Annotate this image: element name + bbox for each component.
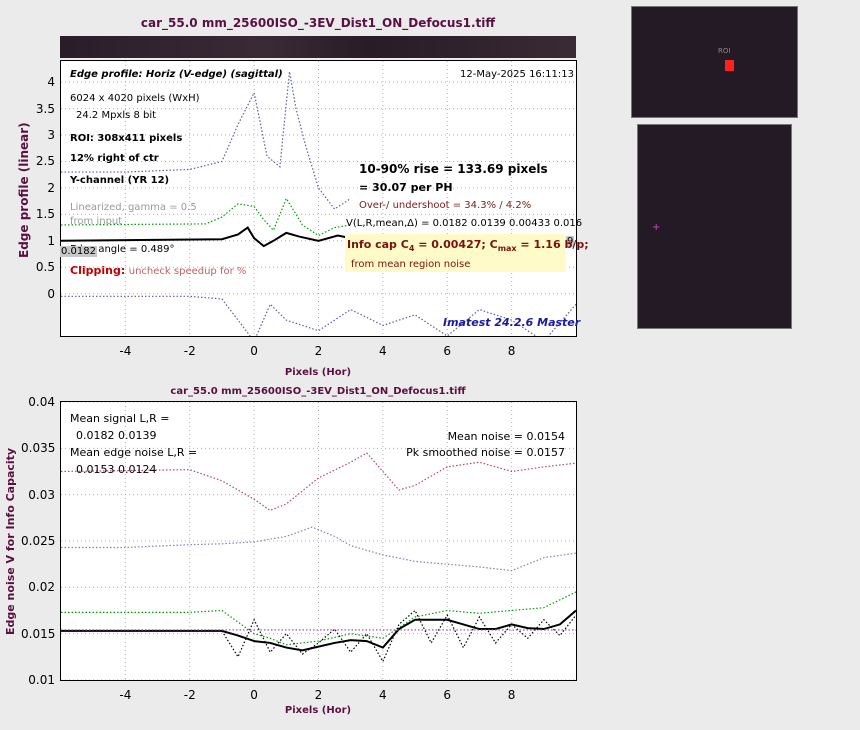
rise-distance: 10-90% rise = 133.69 pixels <box>359 162 548 176</box>
series-line-0 <box>61 452 576 512</box>
mean-noise: Mean noise = 0.0154 <box>447 430 565 443</box>
image-size: 6024 x 4020 pixels (WxH) <box>70 93 200 104</box>
mean-signal-label: Mean signal L,R = <box>70 412 170 425</box>
x-tick-label: 4 <box>379 688 387 702</box>
series-line-1 <box>61 526 576 572</box>
info-capacity-box <box>345 234 566 272</box>
y-tick-label: 0.015 <box>21 626 56 641</box>
x-tick-label: -4 <box>119 344 132 358</box>
y-tick-label: 0.035 <box>21 441 56 456</box>
x-tick-label: 2 <box>314 344 323 358</box>
overshoot: Over-/ undershoot = 34.3% / 4.2% <box>359 200 532 211</box>
bottom-x-axis-label: Pixels (Hor) <box>284 705 352 716</box>
x-tick-label: -2 <box>183 688 196 702</box>
linearized-note: Linearized, gamma = 0.5 <box>70 202 197 213</box>
y-tick-label: 0.04 <box>28 395 55 409</box>
image-thumbnail[interactable]: ROI <box>631 6 798 118</box>
series-line-2 <box>61 591 576 646</box>
y-tick-label: 2.5 <box>35 154 55 169</box>
y-tick-label: 0.01 <box>28 673 55 687</box>
x-tick-label: 0 <box>250 688 258 702</box>
x-tick-label: 6 <box>443 688 452 702</box>
y-tick-label: 4 <box>47 75 55 90</box>
y-tick-label: 0 <box>47 286 55 301</box>
roi-position: 12% right of ctr <box>70 153 159 164</box>
x-tick-label: 2 <box>314 688 323 702</box>
bottom-chart-title: car_55.0 mm_25600ISO_-3EV_Dist1_ON_Defoc… <box>170 386 466 397</box>
infocap-sub2: max <box>497 244 517 254</box>
top-chart-title: car_55.0 mm_25600ISO_-3EV_Dist1_ON_Defoc… <box>140 16 496 30</box>
y-tick-label: 3 <box>47 128 55 143</box>
y-tick-label: 2 <box>47 180 55 195</box>
mean-edge-noise-label: Mean edge noise L,R = <box>70 446 198 459</box>
pk-smoothed-noise: Pk smoothed noise = 0.0157 <box>406 446 565 459</box>
region-noise-note: from mean region noise <box>351 259 471 270</box>
x-tick-label: 8 <box>507 344 516 358</box>
mean-signal-values: 0.0182 0.0139 <box>76 429 157 442</box>
profile-title: Edge profile: Horiz (V-edge) (sagittal) <box>70 69 283 80</box>
edge-noise-plot <box>60 401 577 681</box>
infocap-pre: Info cap C <box>347 238 409 251</box>
megapixels: 24.2 Mpxls 8 bit <box>76 110 157 121</box>
roi-tag: ROI <box>718 47 731 55</box>
rise-per-ph: = 30.07 per PH <box>359 181 453 194</box>
from-input-note: from input <box>70 216 123 227</box>
y-tick-label: 0.02 <box>28 580 55 595</box>
series-line-4 <box>61 609 576 663</box>
timestamp: 12-May-2025 16:11:13 <box>460 69 574 80</box>
clipping-text: uncheck speedup for % <box>128 266 247 277</box>
infocap-post: = 1.16 b/p; <box>516 238 589 251</box>
edge-noise-svg <box>61 402 576 680</box>
edge-angle: Edge angle = 0.489° <box>70 244 175 255</box>
x-tick-label: 4 <box>379 344 387 358</box>
channel: Y-channel (YR 12) <box>70 175 170 186</box>
right-value-tag: 9 <box>566 236 575 247</box>
top-x-axis-label: Pixels (Hor) <box>284 367 352 378</box>
mean-edge-noise-values: 0.0153 0.0124 <box>76 463 157 476</box>
roi-size: ROI: 308x411 pixels <box>70 133 183 144</box>
v-lr-values: V(L,R,mean,Δ) = 0.0182 0.0139 0.00433 0.… <box>346 218 583 229</box>
roi-thumbnail[interactable]: + <box>637 124 792 329</box>
clipping-label: Clipping: <box>70 264 126 277</box>
y-tick-label: 0.025 <box>21 534 56 548</box>
infocap-mid: = 0.00427; C <box>414 238 498 251</box>
bottom-y-axis-label: Edge noise V for Info Capacity <box>4 447 17 635</box>
y-tick-label: 0.5 <box>35 260 55 275</box>
y-tick-label: 1 <box>47 233 55 248</box>
x-tick-label: -4 <box>119 688 132 702</box>
series-line-3 <box>61 295 576 336</box>
x-tick-label: -2 <box>183 344 196 358</box>
y-tick-label: 3.5 <box>35 101 55 116</box>
infocap-sub: 4 <box>408 244 415 254</box>
left-value-tag: 0.0182 <box>60 246 97 257</box>
y-tick-label: 0.03 <box>28 487 55 502</box>
roi-marker <box>725 60 734 71</box>
series-line-2 <box>61 71 352 210</box>
x-tick-label: 0 <box>250 344 258 358</box>
x-tick-label: 6 <box>443 344 452 358</box>
info-capacity-line: Info cap C4 = 0.00427; Cmax = 1.16 b/p; <box>347 238 589 253</box>
imatest-brand: Imatest 24.2.6 Master <box>443 316 581 329</box>
crosshair-marker: + <box>652 222 661 233</box>
clipping-note: Clipping: uncheck speedup for % <box>70 264 246 277</box>
x-tick-label: 8 <box>507 688 516 702</box>
edge-image-strip <box>60 36 576 58</box>
y-tick-label: 1.5 <box>35 207 55 222</box>
